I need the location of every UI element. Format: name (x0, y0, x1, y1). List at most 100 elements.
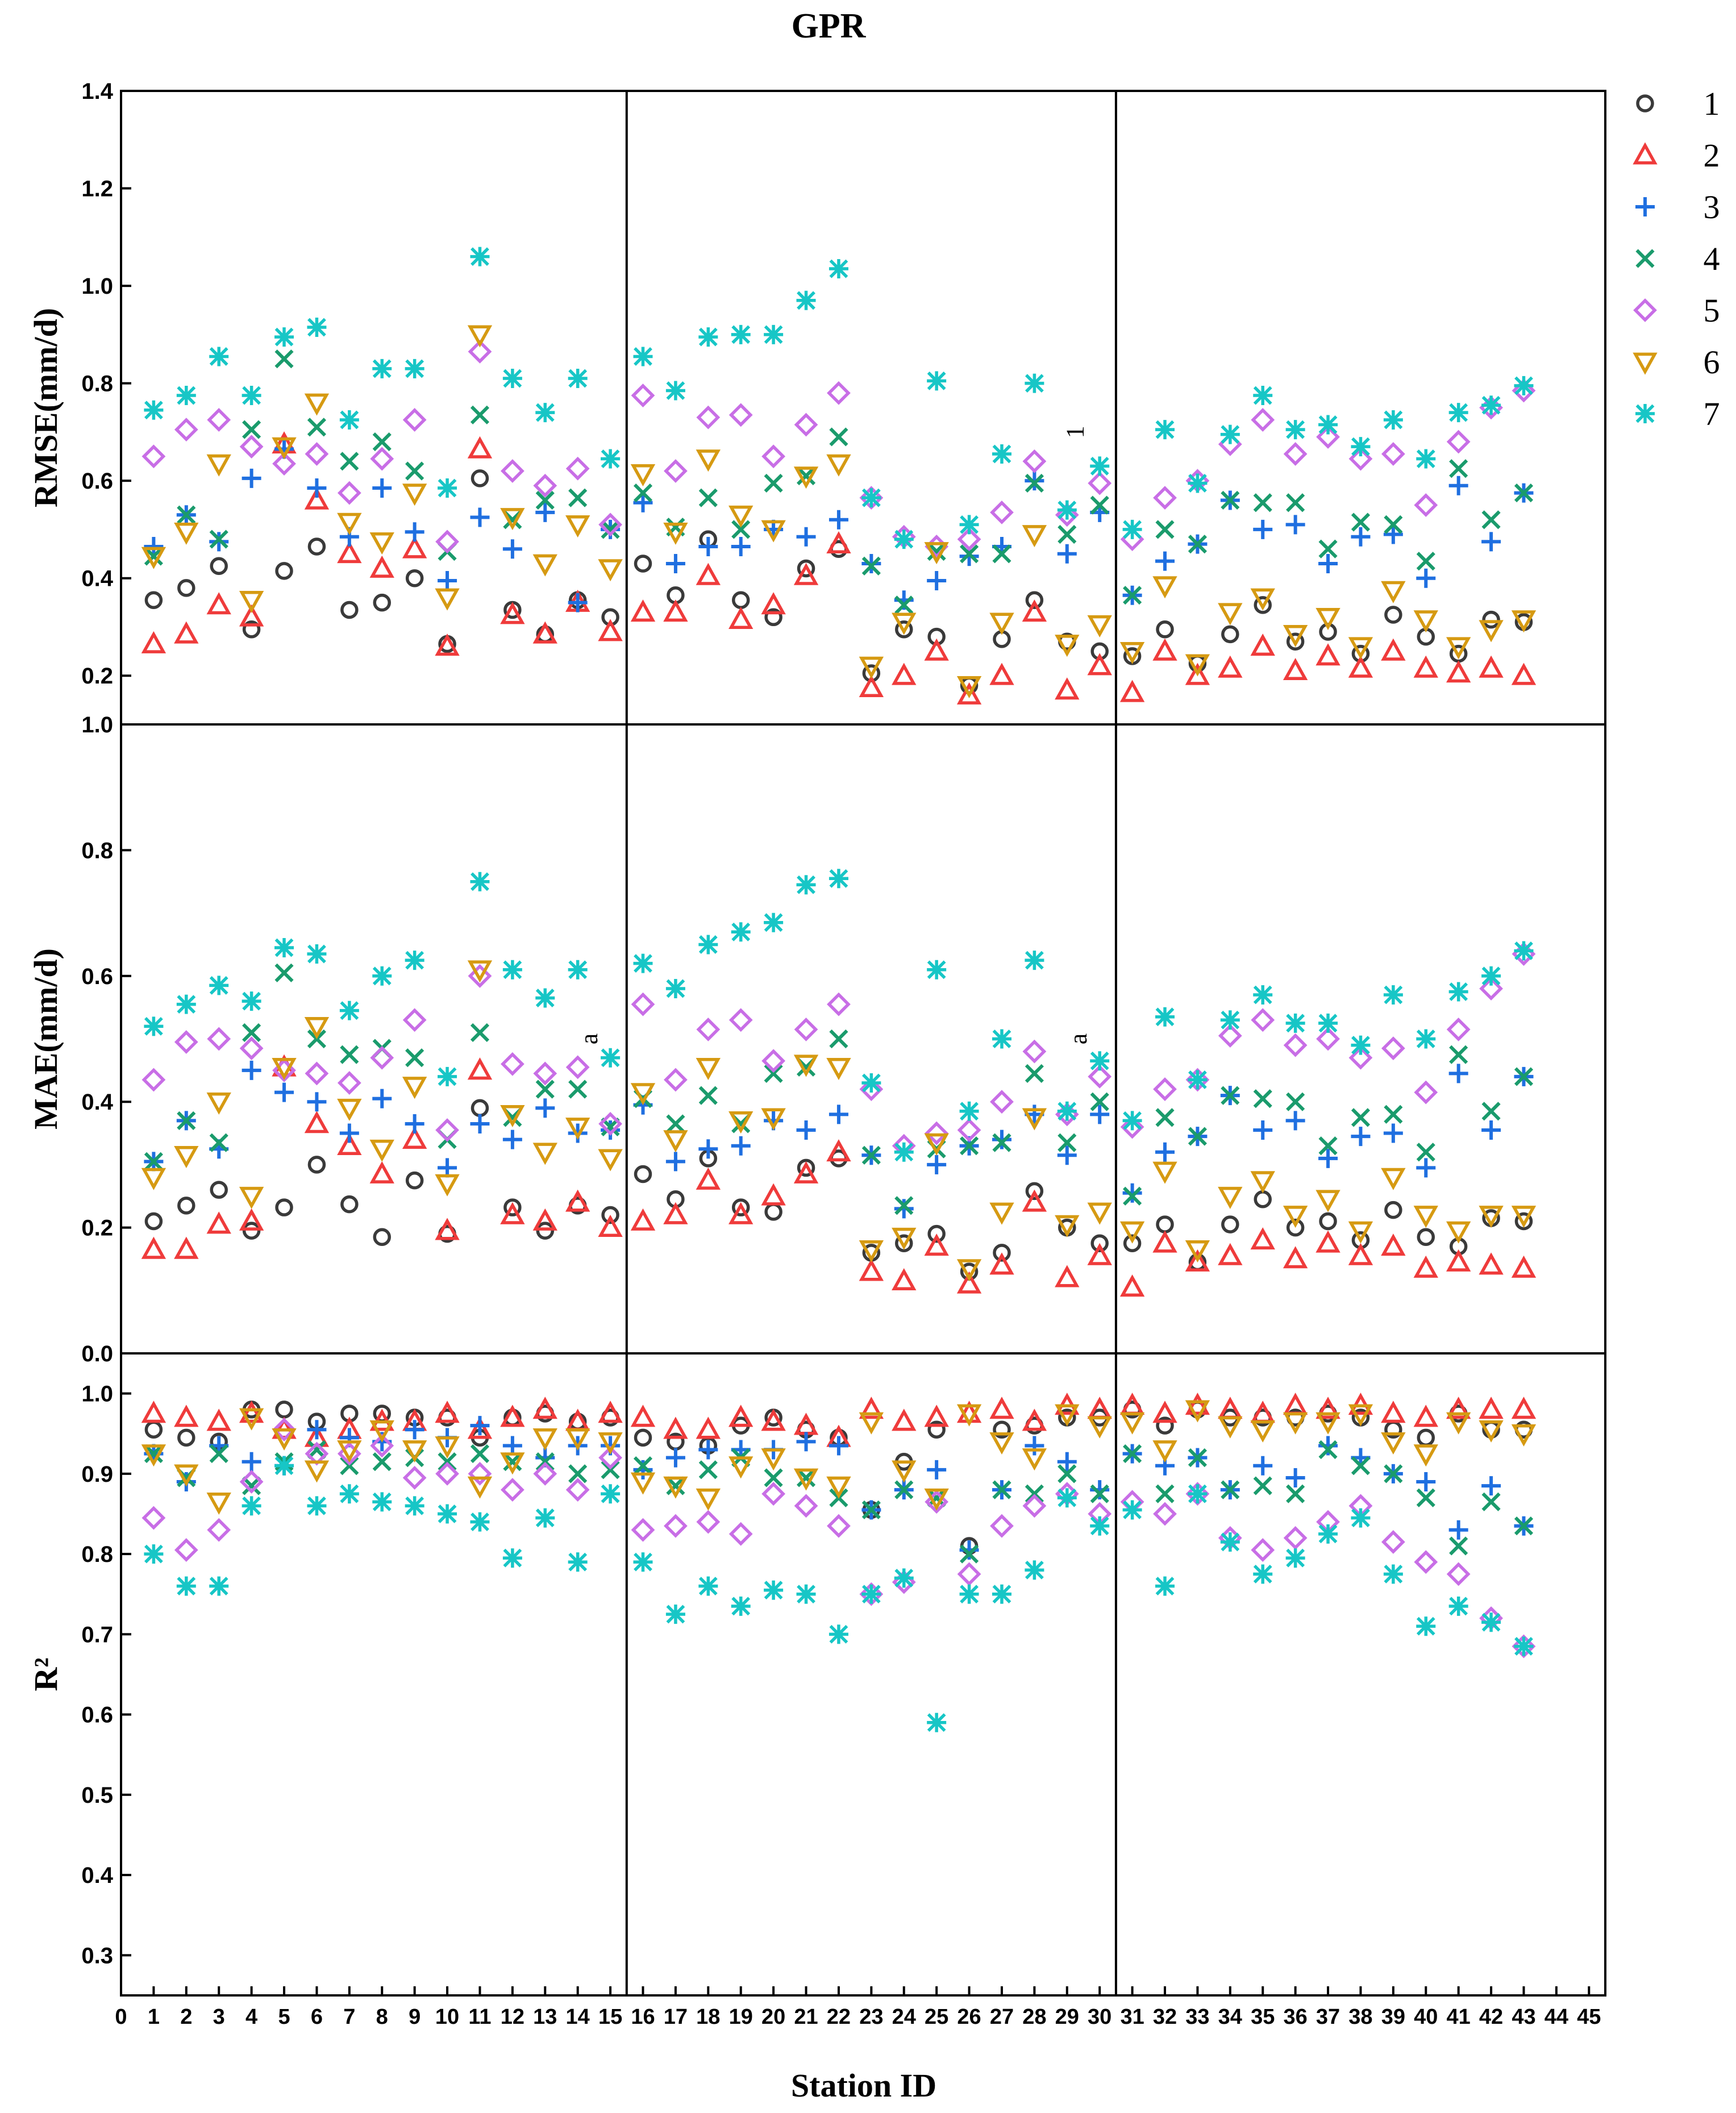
data-point (1318, 1440, 1338, 1460)
data-point (502, 369, 522, 389)
data-point (535, 1508, 555, 1528)
data-point (402, 1126, 427, 1149)
data-point (370, 447, 394, 471)
data-point (1315, 1190, 1340, 1212)
series-6 (141, 1400, 1537, 1515)
data-point (500, 1202, 525, 1224)
data-point (174, 522, 199, 545)
data-point (1152, 638, 1177, 661)
data-point (663, 599, 688, 622)
data-point (696, 1488, 721, 1511)
data-point (1481, 395, 1501, 415)
data-point (274, 937, 294, 957)
data-point (502, 1548, 522, 1568)
data-point (402, 484, 427, 506)
data-point (239, 435, 264, 459)
data-point (993, 1420, 1011, 1439)
data-point (470, 1512, 490, 1532)
data-point (598, 619, 623, 641)
data-point (764, 324, 784, 344)
data-point (630, 1405, 656, 1427)
y-axis-title: MAE(mm/d) (27, 948, 64, 1130)
x-tick-label: 6 (311, 2005, 323, 2029)
x-tick-label: 34 (1218, 2005, 1242, 2029)
data-point (405, 1114, 424, 1133)
data-point (764, 1064, 783, 1083)
data-point (405, 951, 424, 970)
data-point (1025, 1182, 1044, 1201)
data-point (402, 536, 427, 559)
data-point (1318, 1136, 1338, 1156)
data-point (861, 556, 881, 576)
data-point (144, 1212, 163, 1231)
data-point (1088, 1065, 1112, 1089)
data-point (631, 1518, 655, 1542)
data-point (989, 1252, 1014, 1275)
data-point (1511, 610, 1537, 633)
x-tick-label: 3 (213, 2005, 225, 2029)
data-point (1185, 1249, 1210, 1272)
data-point (274, 327, 294, 347)
data-point (827, 381, 851, 405)
x-tick-label: 32 (1153, 2005, 1177, 2029)
data-point (1416, 552, 1435, 571)
data-point (764, 1468, 783, 1487)
data-point (239, 1408, 264, 1431)
data-point (177, 579, 195, 597)
data-point (698, 1440, 718, 1460)
data-point (696, 1510, 721, 1534)
data-point (1283, 442, 1308, 466)
data-point (1025, 473, 1044, 493)
x-tick-label: 28 (1022, 2005, 1046, 2029)
data-point (337, 1133, 362, 1156)
data-point (1253, 1456, 1273, 1476)
data-point (793, 466, 819, 489)
series-1 (144, 1099, 1533, 1281)
data-point (1253, 386, 1273, 406)
data-point (696, 1416, 721, 1439)
data-point (1123, 586, 1142, 605)
data-point (859, 1077, 884, 1101)
data-point (1220, 1532, 1240, 1552)
data-point (861, 1145, 881, 1165)
data-point (1220, 1010, 1240, 1030)
data-point (274, 1082, 294, 1102)
data-point (1383, 1123, 1403, 1143)
data-point (796, 1432, 816, 1452)
data-point (728, 1111, 753, 1134)
data-point (696, 449, 721, 472)
data-point (728, 403, 753, 427)
data-point (1152, 1230, 1177, 1253)
data-point (1220, 424, 1240, 444)
data-point (242, 386, 261, 406)
data-point (337, 512, 362, 535)
data-point (829, 869, 848, 889)
data-point (1283, 657, 1308, 681)
data-point (601, 449, 621, 469)
data-point (959, 1101, 979, 1121)
data-point (696, 405, 721, 430)
data-point (826, 454, 851, 477)
data-point (859, 1258, 884, 1281)
data-point (1153, 1502, 1177, 1526)
data-point (565, 1478, 590, 1502)
data-point (1315, 643, 1340, 666)
data-point (1481, 532, 1501, 552)
data-point (1188, 1448, 1207, 1468)
data-point (1479, 1397, 1504, 1419)
y-tick-label: 0.7 (81, 1622, 113, 1647)
data-point (1188, 1484, 1208, 1504)
legend-label: 6 (1704, 344, 1720, 381)
data-point (1156, 1416, 1174, 1435)
y-tick-label: 0.6 (81, 964, 113, 989)
data-point (405, 1496, 424, 1516)
data-point (1319, 1212, 1337, 1231)
data-point (210, 1181, 228, 1199)
data-point (1446, 430, 1471, 454)
panel-1: 0.2 0.4 0.6 0.8 1.0 1.2 1.4 RMSE(mm/d) 1 (27, 79, 1606, 726)
y-tick-label: 0.8 (81, 372, 113, 397)
data-point (467, 960, 493, 983)
data-point (1055, 1265, 1080, 1287)
x-tick-label: 10 (435, 2005, 459, 2029)
data-point (728, 1456, 753, 1479)
